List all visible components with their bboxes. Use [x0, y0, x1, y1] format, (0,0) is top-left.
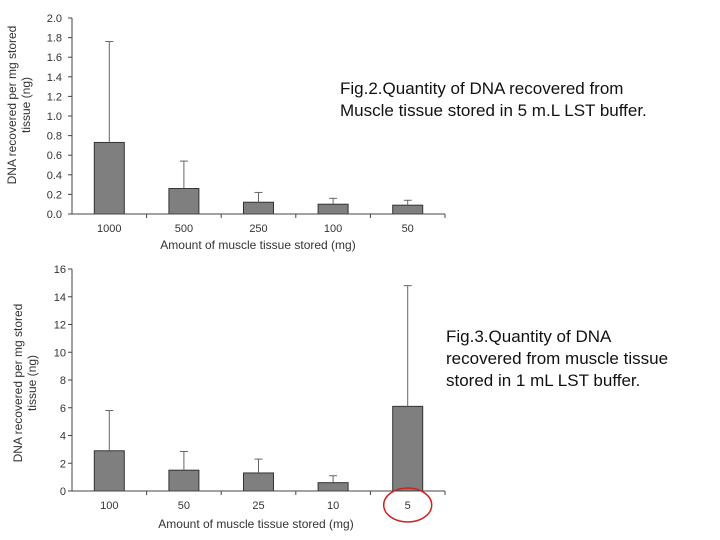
y-axis-label: DNA recovered per mg stored — [11, 304, 25, 463]
y-tick-label: 1.6 — [47, 52, 62, 64]
y-tick-label: 1.8 — [47, 33, 62, 45]
y-tick-label: 0.0 — [47, 209, 62, 221]
caption-line: Fig.2.Quantity of DNA recovered from — [340, 79, 624, 98]
bar — [317, 482, 349, 492]
y-tick-label: 14 — [54, 292, 66, 304]
highlight-circle — [382, 487, 433, 523]
y-tick-label: 0.6 — [47, 150, 62, 162]
y-tick-label: 1.0 — [47, 111, 62, 123]
x-tick-label: 25 — [252, 500, 264, 512]
caption-line: recovered from muscle tissue — [446, 349, 669, 368]
x-tick-label: 50 — [402, 223, 414, 235]
x-tick-label: 100 — [324, 223, 342, 235]
bar — [317, 203, 349, 215]
y-tick-label: 0 — [60, 486, 66, 498]
bar — [168, 469, 200, 492]
y-tick-label: 10 — [54, 347, 66, 359]
bar — [93, 141, 125, 215]
y-tick-label: 2.0 — [47, 13, 62, 25]
figure-caption: Fig.2.Quantity of DNA recovered from Mus… — [340, 78, 710, 122]
caption-line: stored in 1 mL LST buffer. — [446, 371, 641, 390]
x-tick-label: 500 — [175, 223, 193, 235]
y-tick-label: 0.8 — [47, 131, 62, 143]
y-tick-label: 0.4 — [47, 170, 62, 182]
bar — [392, 405, 424, 492]
bar — [392, 204, 424, 215]
x-tick-label: 1000 — [97, 223, 121, 235]
y-axis-label: DNA recovered per mg stored — [5, 26, 19, 185]
bar — [243, 201, 274, 215]
y-tick-label: 1.2 — [47, 91, 62, 103]
y-tick-label: 1.4 — [47, 72, 62, 84]
bar — [168, 188, 200, 215]
caption-line: Muscle tissue stored in 5 m.L LST buffer… — [340, 101, 647, 120]
y-tick-label: 16 — [54, 264, 66, 276]
figure-caption: Fig.3.Quantity of DNA recovered from mus… — [446, 326, 716, 392]
x-tick-label: 5 — [405, 500, 411, 512]
bar — [243, 472, 274, 492]
y-tick-label: 2 — [60, 458, 66, 470]
x-axis-label: Amount of muscle tissue stored (mg) — [160, 238, 355, 252]
chart-fig2: 0.0 0.2 0.4 0.6 0.8 1.0 1.2 1.4 1.6 1.8 2.0 1000 50… — [5, 13, 446, 252]
bar — [93, 450, 125, 492]
x-axis-label: Amount of muscle tissue stored (mg) — [158, 517, 353, 531]
x-tick-label: 250 — [249, 223, 267, 235]
x-tick-label: 100 — [100, 500, 118, 512]
y-axis-label: tissue (ng) — [19, 77, 33, 133]
x-tick-label: 10 — [327, 500, 339, 512]
x-tick-label: 50 — [178, 500, 190, 512]
chart-fig3: 0 2 4 6 8 10 12 14 16 100 50 25 10 5 Amount of muscl… — [11, 264, 446, 531]
y-tick-label: 12 — [54, 320, 66, 332]
y-tick-label: 6 — [60, 403, 66, 415]
y-axis-label: tissue (ng) — [25, 355, 39, 411]
y-tick-label: 4 — [60, 431, 66, 443]
caption-line: Fig.3.Quantity of DNA — [446, 327, 612, 346]
y-tick-label: 0.2 — [47, 189, 62, 201]
y-tick-label: 8 — [60, 375, 66, 387]
